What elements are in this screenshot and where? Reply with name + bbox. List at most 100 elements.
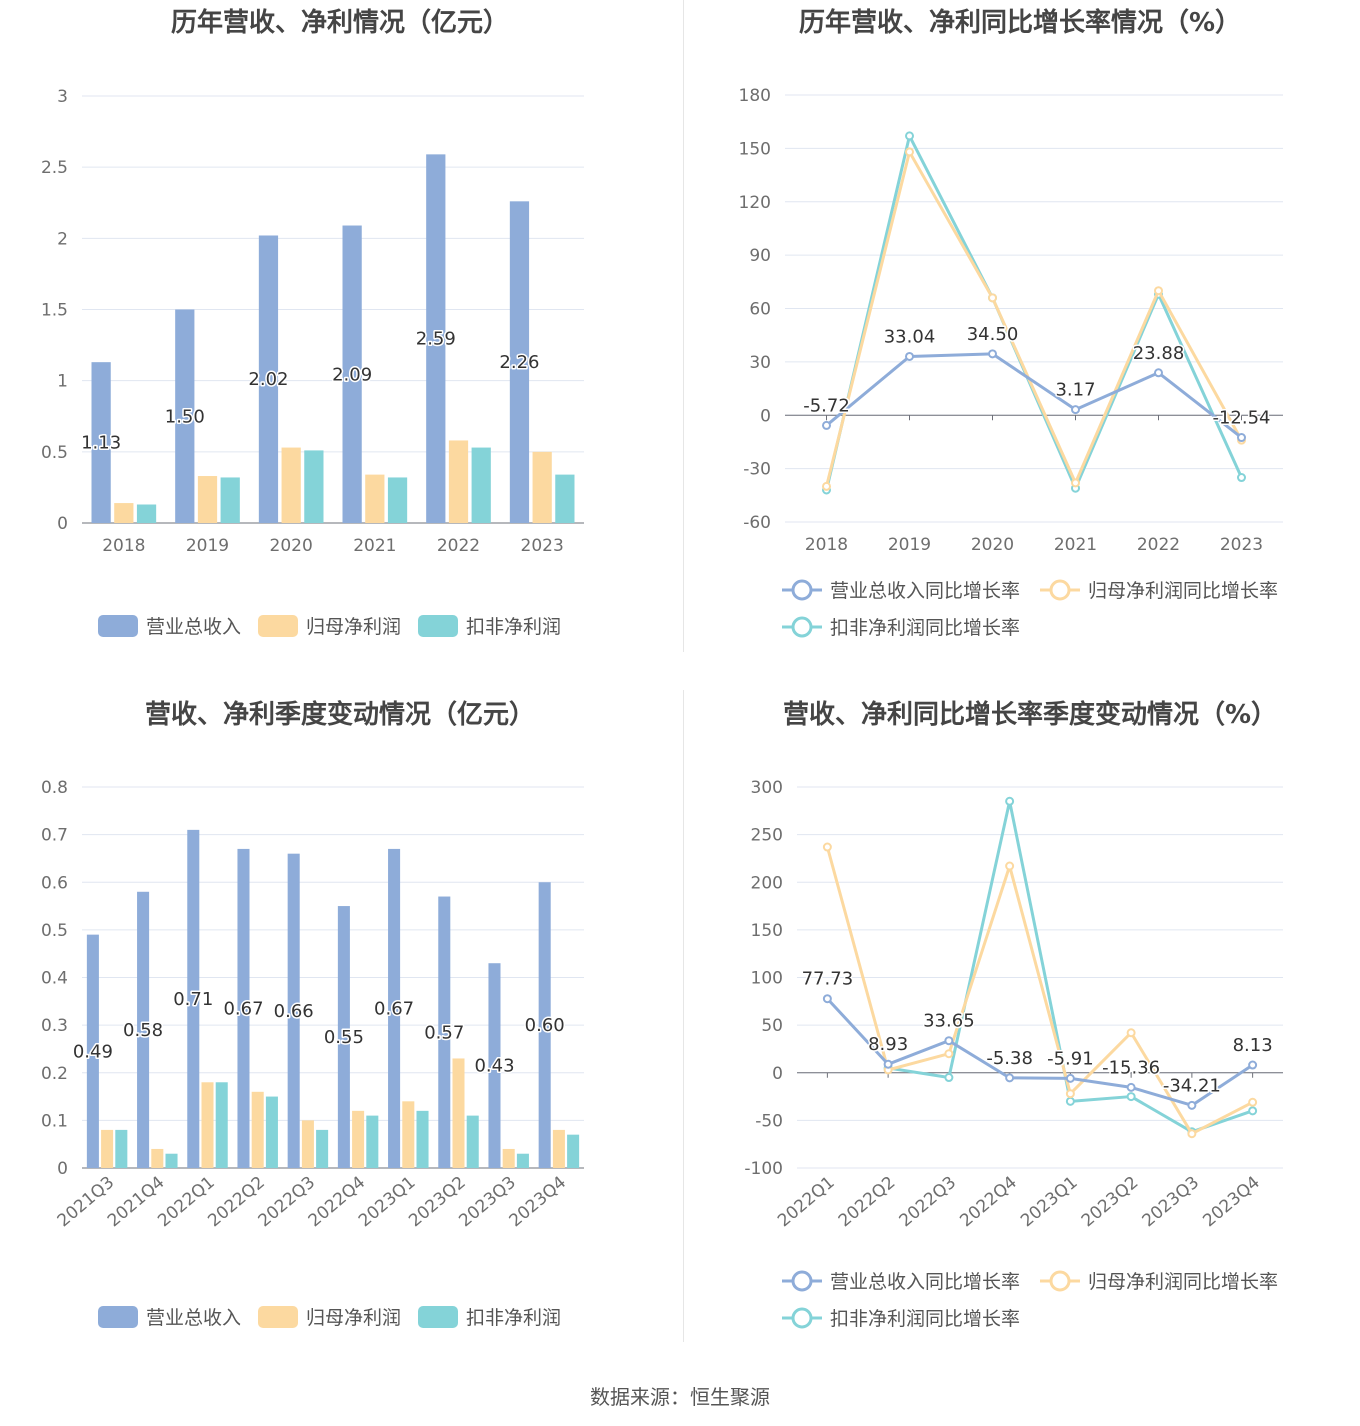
bar	[91, 362, 111, 523]
x-tick-label: 2021	[1054, 535, 1097, 555]
data-point	[1187, 1129, 1197, 1139]
data-point	[988, 293, 997, 303]
y-tick-label: 0.2	[41, 1064, 68, 1084]
legend-marker	[791, 579, 813, 601]
y-tick-label: 0	[760, 406, 771, 426]
line-data-label: 8.13	[1233, 1035, 1273, 1056]
data-point	[1237, 433, 1246, 443]
y-tick-label: 0.3	[41, 1016, 68, 1036]
bar	[265, 1096, 278, 1168]
data-point	[944, 1073, 954, 1083]
legend-label: 扣非净利润	[466, 616, 561, 638]
x-tick-label: 2023	[521, 536, 564, 556]
bar	[538, 882, 551, 1168]
data-point	[1126, 1082, 1136, 1092]
bar-data-label: 0.58	[123, 1020, 163, 1041]
bar	[388, 848, 401, 1168]
series-line	[825, 150, 1243, 487]
bar	[337, 906, 350, 1168]
y-tick-label: 0.8	[41, 778, 68, 798]
quarterly-revenue-profit-plot: 00.10.20.30.40.50.60.70.82021Q32021Q4202…	[41, 778, 584, 1329]
y-tick-label: -60	[743, 513, 771, 533]
legend-label: 归母净利润同比增长率	[1088, 1271, 1278, 1293]
x-tick-label: 2022Q4	[956, 1173, 1021, 1232]
series-line	[825, 352, 1243, 439]
bar-data-label: 2.26	[499, 352, 539, 373]
bar	[416, 1110, 429, 1168]
legend-marker	[791, 616, 813, 638]
line-data-label: -5.72	[803, 395, 850, 416]
legend-swatch	[258, 1306, 298, 1328]
x-tick-label: 2023Q4	[1199, 1173, 1264, 1232]
bar	[165, 1153, 178, 1168]
y-tick-label: 60	[749, 300, 771, 320]
y-tick-label: 0.5	[41, 921, 68, 941]
bar	[342, 225, 362, 524]
bar-data-label: 0.55	[324, 1027, 364, 1048]
bar	[220, 477, 240, 523]
bar-data-label: 0.49	[73, 1041, 113, 1062]
x-tick-label: 2018	[102, 536, 145, 556]
bar-data-label: 2.59	[416, 329, 456, 350]
y-tick-label: 120	[739, 193, 771, 213]
bar	[567, 1134, 580, 1168]
bar	[448, 440, 469, 523]
bar	[187, 829, 200, 1168]
y-tick-label: 30	[749, 353, 771, 373]
bar	[251, 1091, 264, 1168]
bar	[197, 476, 218, 523]
legend-swatch	[418, 1306, 458, 1328]
line-data-label: 34.50	[967, 324, 1019, 345]
data-point	[1154, 286, 1163, 296]
bar	[301, 1120, 314, 1168]
x-tick-label: 2020	[270, 536, 313, 556]
data-point	[822, 994, 832, 1004]
data-point	[1065, 1089, 1075, 1099]
legend-marker	[791, 1307, 813, 1329]
x-tick-label: 2022Q2	[835, 1173, 900, 1232]
series-line	[825, 846, 1254, 1136]
data-point	[905, 131, 914, 141]
bar	[304, 450, 324, 523]
data-point	[822, 842, 832, 852]
y-tick-label: 50	[761, 1016, 783, 1036]
x-tick-label: 2019	[186, 536, 229, 556]
bar	[316, 1129, 329, 1168]
y-tick-label: 180	[739, 86, 771, 106]
bar	[516, 1153, 529, 1168]
data-point	[905, 147, 914, 157]
legend-marker	[1049, 1270, 1071, 1292]
legend-label: 扣非净利润同比增长率	[830, 617, 1020, 639]
panel-divider	[683, 690, 684, 1342]
x-tick-label: 2023Q4	[506, 1173, 571, 1232]
legend-marker	[791, 1270, 813, 1292]
x-tick-label: 2020	[971, 535, 1014, 555]
line-data-label: 3.17	[1055, 380, 1095, 401]
y-tick-label: 2.5	[41, 158, 68, 178]
chart-title: 历年营收、净利同比增长率情况（%）	[798, 8, 1242, 38]
bar	[136, 504, 157, 523]
y-tick-label: 0	[772, 1064, 783, 1084]
series-line	[826, 997, 1254, 1107]
bar	[509, 201, 530, 523]
bar	[114, 503, 134, 523]
legend-swatch	[98, 1306, 138, 1328]
y-tick-label: 0.4	[41, 969, 68, 989]
y-tick-label: 200	[751, 873, 783, 893]
bar-data-label: 0.66	[274, 1001, 314, 1022]
y-tick-label: 300	[751, 778, 783, 798]
bar-data-label: 0.43	[474, 1056, 514, 1077]
bar	[426, 154, 446, 523]
legend-label: 营业总收入	[146, 616, 241, 638]
bar	[258, 235, 279, 523]
line-data-label: 23.88	[1133, 343, 1185, 364]
legend-label: 扣非净利润	[466, 1307, 561, 1329]
y-tick-label: 0	[57, 1159, 68, 1179]
y-tick-label: 90	[749, 246, 771, 266]
bar-data-label: 0.67	[223, 998, 263, 1019]
bar	[402, 1101, 415, 1168]
bar	[532, 451, 552, 523]
bar	[387, 477, 408, 523]
y-tick-label: -50	[755, 1111, 783, 1131]
bar	[452, 1058, 465, 1168]
